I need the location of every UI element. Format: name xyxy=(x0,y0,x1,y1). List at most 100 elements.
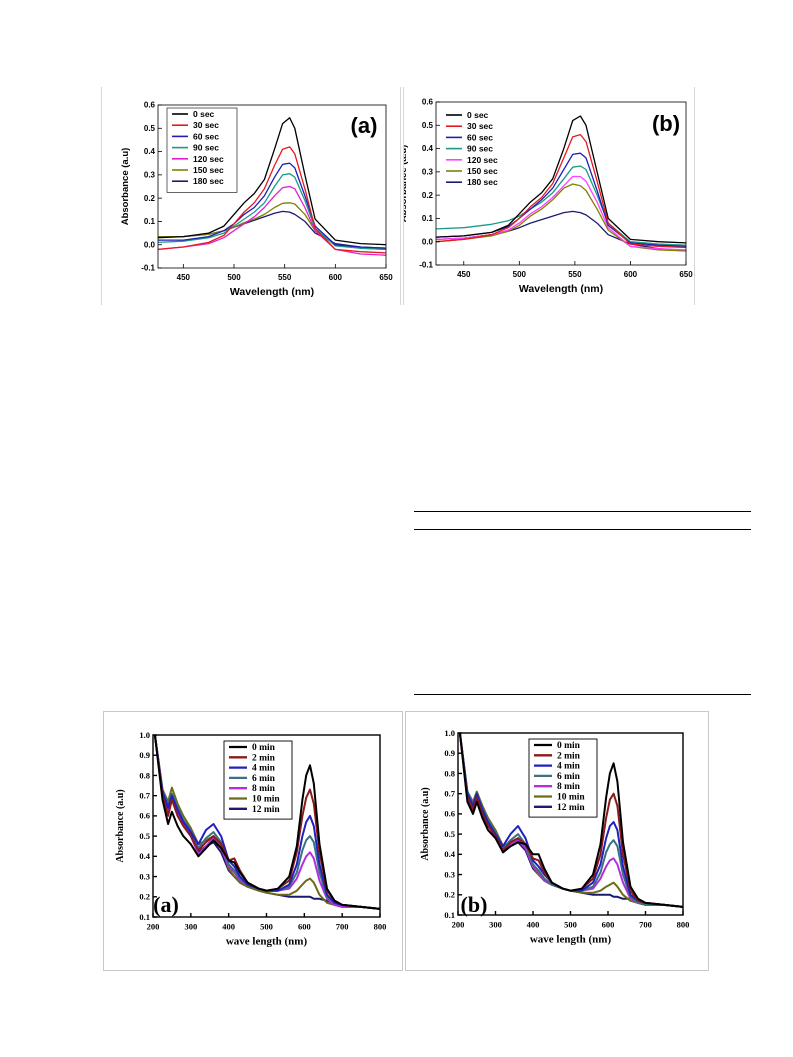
y-tick-label: -0.1 xyxy=(141,264,155,273)
x-tick-label: 400 xyxy=(527,920,540,930)
legend-entry: 180 sec xyxy=(467,177,498,187)
legend-entry: 12 min xyxy=(557,803,585,813)
y-tick-label: 0.6 xyxy=(144,101,156,110)
table-bottom-rule xyxy=(414,694,751,695)
legend-entry: 10 min xyxy=(557,793,585,803)
legend-entry: 0 sec xyxy=(193,109,215,119)
y-tick-label: 0.2 xyxy=(144,194,156,203)
legend-entry: 60 sec xyxy=(193,131,219,141)
y-tick-label: -0.1 xyxy=(419,261,433,270)
y-tick-label: 0.4 xyxy=(139,851,150,861)
y-tick-label: 0.4 xyxy=(444,849,455,859)
legend-entry: 180 sec xyxy=(193,176,224,186)
y-tick-label: 0.1 xyxy=(444,910,455,920)
series-line-0-min xyxy=(458,733,683,908)
x-axis-label: Wavelength (nm) xyxy=(519,283,603,295)
y-tick-label: 1.0 xyxy=(444,728,455,738)
y-axis-label: Absorbance (a.u) xyxy=(404,145,409,223)
y-tick-label: 0.2 xyxy=(422,191,434,200)
x-tick-label: 600 xyxy=(298,922,311,932)
legend-entry: 2 min xyxy=(557,751,581,761)
y-axis-label: Absorbance (a.u) xyxy=(420,787,431,860)
legend-entry: 30 sec xyxy=(467,121,493,131)
x-axis-label: wave length (nm) xyxy=(530,934,612,946)
series-line-90-sec xyxy=(158,173,386,251)
y-tick-label: 1.0 xyxy=(139,730,150,740)
series-line-60-sec xyxy=(436,152,686,248)
plot-frame xyxy=(157,104,387,269)
legend-entry: 150 sec xyxy=(467,166,498,176)
y-tick-label: 0.5 xyxy=(139,831,150,841)
legend-entry: 6 min xyxy=(557,772,581,782)
series-line-0-sec xyxy=(158,117,386,246)
chart-top-b: 450 500 550 600 650 -0.1 0.0 0.1 0.2 0.3 0.4 0.5 0.6… xyxy=(404,98,693,295)
legend-box xyxy=(166,107,238,193)
x-tick-label: 400 xyxy=(222,922,235,932)
figure-panel-bottom-b: 200 300 400 500 600 700 800 0.1 0.2 0.3 0.4 0.5 0.6 0… xyxy=(405,711,709,971)
y-tick-label: 0.5 xyxy=(444,829,455,839)
y-tick-label: 0.4 xyxy=(144,147,156,156)
legend-entry: 4 min xyxy=(252,764,276,774)
y-tick-label: 0.2 xyxy=(139,892,150,902)
legend-entry: 0 sec xyxy=(467,110,489,120)
table-top-rule xyxy=(414,511,751,512)
series-line-0-min xyxy=(153,735,380,910)
x-tick-label: 200 xyxy=(452,920,465,930)
y-axis-label: Absorbance (a.u) xyxy=(120,148,131,226)
x-tick-label: 500 xyxy=(260,922,273,932)
legend-entry: 4 min xyxy=(557,762,581,772)
legend-entry: 12 min xyxy=(252,805,280,815)
y-tick-label: 0.1 xyxy=(422,214,434,223)
y-tick-label: 0.4 xyxy=(422,144,434,153)
panel-label: (b) xyxy=(652,111,680,136)
x-tick-label: 500 xyxy=(227,273,241,282)
y-tick-label: 0.1 xyxy=(139,912,150,922)
series-line-0-sec xyxy=(436,115,686,244)
x-tick-label: 300 xyxy=(489,920,502,930)
panel-label: (b) xyxy=(461,892,488,917)
figure-panel-top-b: 450 500 550 600 650 -0.1 0.0 0.1 0.2 0.3 0.4 0.5 0.6… xyxy=(403,87,695,305)
y-tick-label: 0.6 xyxy=(139,811,150,821)
chart-top-a: 450 500 550 600 650 -0.1 0.0 0.1 0.2 0.3 0.4 0.5 0.6… xyxy=(120,101,393,298)
x-tick-label: 500 xyxy=(564,920,577,930)
legend-box xyxy=(223,740,293,820)
y-tick-label: 0.7 xyxy=(139,791,150,801)
chart-bottom-a: 200 300 400 500 600 700 800 0.1 0.2 0.3 0.4 0.5 0.6 0… xyxy=(115,730,387,948)
legend-entry: 90 sec xyxy=(467,144,493,154)
y-tick-label: 0.3 xyxy=(144,171,156,180)
legend-entry: 2 min xyxy=(252,753,276,763)
y-tick-label: 0.7 xyxy=(444,789,455,799)
x-tick-label: 300 xyxy=(184,922,197,932)
plot-frame xyxy=(435,101,687,266)
y-axis-label: Absorbance (a.u) xyxy=(115,789,126,862)
x-tick-label: 550 xyxy=(568,270,582,279)
x-tick-label: 600 xyxy=(624,270,638,279)
x-tick-label: 800 xyxy=(677,920,690,930)
figure-panel-bottom-a: 200 300 400 500 600 700 800 0.1 0.2 0.3 0.4 0.5 0.6 0… xyxy=(103,711,403,971)
y-tick-label: 0.0 xyxy=(144,240,156,249)
x-tick-label: 800 xyxy=(374,922,387,932)
y-tick-label: 0.3 xyxy=(444,869,455,879)
figure-panel-top-a: 450 500 550 600 650 -0.1 0.0 0.1 0.2 0.3 0.4 0.5 0.6… xyxy=(101,87,401,305)
legend-entry: 8 min xyxy=(557,782,581,792)
panel-label: (a) xyxy=(351,113,378,138)
x-tick-label: 700 xyxy=(639,920,652,930)
y-tick-label: 0.8 xyxy=(444,768,455,778)
panel-label: (a) xyxy=(153,892,179,917)
y-tick-label: 0.1 xyxy=(144,217,156,226)
y-tick-label: 0.8 xyxy=(139,770,150,780)
x-tick-label: 600 xyxy=(329,273,343,282)
series-line-10-min xyxy=(153,735,380,910)
series-line-120-sec xyxy=(158,185,386,256)
legend-entry: 150 sec xyxy=(193,165,224,175)
y-tick-label: 0.9 xyxy=(444,748,455,758)
legend-entry: 120 sec xyxy=(193,154,224,164)
y-tick-label: 0.5 xyxy=(144,124,156,133)
legend-entry: 30 sec xyxy=(193,120,219,130)
x-tick-label: 500 xyxy=(513,270,527,279)
chart-bottom-b: 200 300 400 500 600 700 800 0.1 0.2 0.3 0.4 0.5 0.6 0… xyxy=(420,728,690,946)
legend-box xyxy=(528,738,598,818)
x-tick-label: 550 xyxy=(278,273,292,282)
